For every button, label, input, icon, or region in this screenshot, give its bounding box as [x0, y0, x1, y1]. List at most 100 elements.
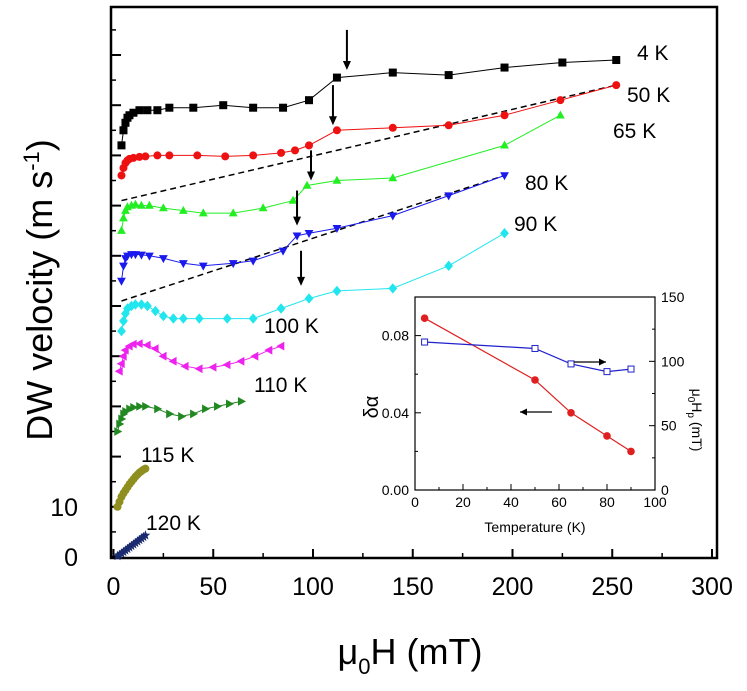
data-point-90k: [168, 313, 178, 324]
data-point-90k: [117, 325, 126, 337]
data-point-65k: [302, 180, 312, 189]
inset-frame: [414, 296, 656, 491]
x-tick-label: 250: [591, 573, 633, 601]
data-point-110k: [202, 404, 211, 414]
inset-point-pinning-field: [603, 368, 611, 376]
data-point-50k: [612, 81, 621, 90]
data-point-80k: [228, 260, 238, 269]
data-point-90k: [119, 315, 128, 327]
arrow-head: [307, 171, 316, 181]
data-point-90k: [137, 299, 146, 310]
data-point-100k: [134, 339, 143, 349]
data-point-4k: [249, 103, 258, 112]
data-point-65k: [117, 225, 126, 234]
y-axis-title-main: DW velocity (m s: [19, 171, 60, 441]
data-point-100k: [150, 344, 159, 354]
data-point-115k: [141, 464, 150, 473]
data-point-80k: [137, 251, 146, 260]
inset-left-tick-label: 0.08: [382, 328, 409, 344]
data-point-100k: [142, 340, 151, 350]
data-point-4k: [219, 101, 228, 110]
inset-point-pinning-field: [627, 365, 635, 373]
data-point-4k: [388, 68, 397, 77]
data-point-80k: [117, 277, 126, 286]
data-point-110k: [237, 396, 246, 406]
data-point-4k: [500, 63, 509, 72]
x-axis-title-sub: 0: [358, 654, 370, 679]
plot-frame: [109, 5, 719, 560]
data-point-120k: [140, 530, 151, 540]
data-point-80k: [388, 212, 398, 221]
data-point-90k: [388, 283, 398, 294]
data-point-80k: [145, 252, 154, 261]
data-point-110k: [178, 412, 187, 421]
data-point-4k: [117, 141, 126, 150]
data-point-4k: [135, 106, 144, 115]
data-point-100k: [264, 345, 273, 355]
inset-plot: 0 20 40 60 80 100 0.00 0.04 0.08 0 50 100 150: [382, 289, 685, 510]
data-point-4k: [332, 73, 341, 82]
data-point-100k: [250, 351, 259, 361]
series-label-80k: 80 K: [525, 172, 568, 195]
y-tick-label: 10: [50, 494, 78, 522]
series-label-90k: 90 K: [514, 213, 557, 236]
data-point-90k: [194, 313, 204, 324]
data-point-80k: [278, 247, 288, 256]
data-point-110k: [226, 399, 235, 409]
series-label-4k: 4 K: [637, 42, 669, 65]
data-point-90k: [304, 293, 314, 304]
data-point-50k: [500, 111, 509, 120]
data-point-65k: [137, 200, 146, 209]
inset-right-title-sub2: p: [685, 412, 696, 418]
data-point-110k: [214, 402, 223, 411]
x-axis-title-rest: H (mT): [371, 631, 483, 672]
data-point-100k: [180, 361, 189, 371]
data-point-80k: [158, 255, 168, 264]
inset-arrow-right-axis-head: [599, 358, 606, 366]
x-tick-label: 50: [199, 573, 227, 601]
data-point-50k: [388, 123, 397, 132]
data-point-4k: [153, 106, 162, 115]
data-point-65k: [145, 200, 154, 209]
data-point-110k: [114, 427, 123, 436]
data-point-110k: [142, 402, 151, 411]
x-tick-label: 100: [292, 573, 334, 601]
data-point-100k: [222, 360, 231, 370]
data-point-90k: [158, 310, 168, 322]
data-point-50k: [444, 121, 453, 130]
data-point-110k: [130, 403, 139, 412]
data-point-80k: [304, 230, 314, 239]
data-point-100k: [120, 345, 129, 355]
data-point-50k: [153, 151, 162, 160]
data-point-100k: [114, 366, 123, 376]
inset-x-tick-label: 60: [551, 494, 567, 510]
data-point-65k: [119, 213, 128, 222]
data-point-90k: [150, 305, 160, 317]
data-point-65k: [198, 208, 208, 217]
data-point-110k: [166, 409, 175, 419]
guide-dashed-line: [121, 174, 505, 302]
inset-point-damping: [567, 409, 575, 417]
data-point-4k: [143, 106, 152, 115]
inset-x-tick-label: 100: [643, 494, 667, 510]
inset-x-tick-label: 0: [411, 494, 419, 510]
inset-right-title-unit: (mT): [689, 418, 705, 451]
inset-right-axis-title: μ0Hp (mT): [685, 389, 705, 452]
x-tick-label: 300: [691, 573, 733, 601]
series-label-120k: 120 K: [146, 512, 201, 535]
data-point-110k: [154, 404, 163, 414]
y-axis-title: DW velocity (m s-1): [19, 139, 60, 441]
series-line-50k: [121, 84, 617, 176]
data-point-80k: [248, 257, 258, 266]
data-point-100k: [116, 359, 125, 369]
data-point-4k: [612, 56, 621, 65]
inset-right-title-mid: H: [689, 402, 705, 412]
data-point-50k: [117, 171, 126, 180]
inset-point-damping: [627, 447, 635, 456]
data-point-4k: [558, 58, 567, 67]
data-point-50k: [332, 126, 341, 135]
data-point-65k: [388, 173, 398, 182]
data-point-65k: [500, 140, 509, 149]
data-point-50k: [141, 152, 150, 161]
